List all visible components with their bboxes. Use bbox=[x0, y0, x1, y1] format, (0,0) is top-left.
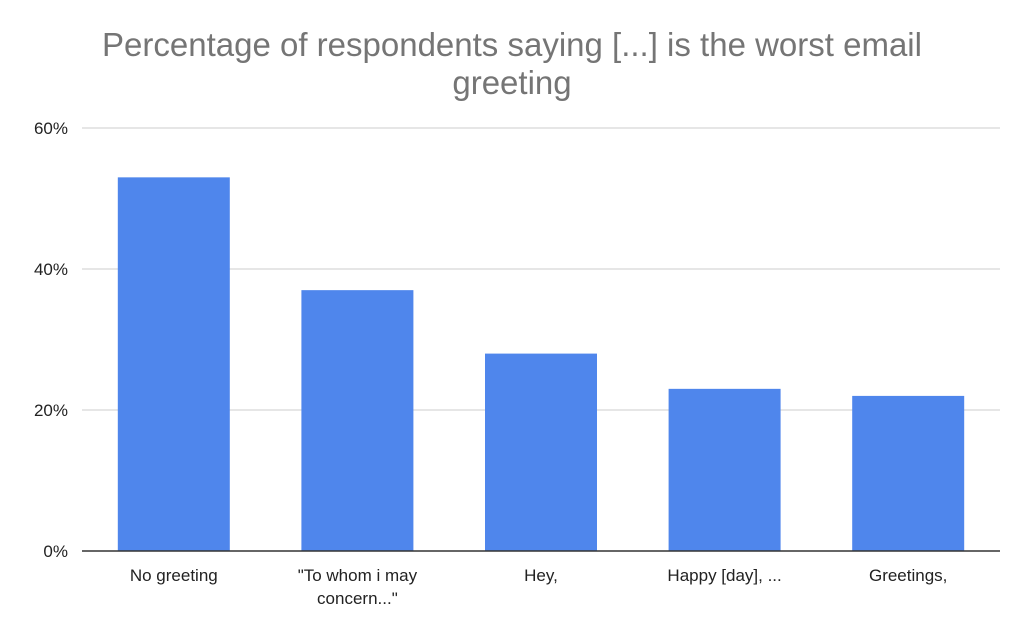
bar bbox=[485, 353, 597, 551]
x-category-label-line: concern..." bbox=[317, 589, 398, 608]
x-category-label: "To whom i may concern..." bbox=[298, 566, 418, 608]
chart-title-line-2: greeting bbox=[452, 64, 572, 101]
bar bbox=[852, 395, 965, 551]
y-tick-label: 60% bbox=[34, 119, 68, 138]
bar bbox=[117, 177, 230, 551]
chart-title: Percentage of respondents saying [...] i… bbox=[0, 26, 1024, 102]
x-category-label-line: Happy [day], ... bbox=[667, 566, 781, 585]
y-axis-tick-labels: 0% 20% 40% 60% bbox=[34, 119, 68, 561]
x-category-label: Hey, bbox=[524, 566, 558, 585]
x-category-label: Happy [day], ... bbox=[667, 566, 781, 585]
bar bbox=[668, 388, 781, 551]
x-category-label-line: No greeting bbox=[130, 566, 218, 585]
x-category-label-line: Hey, bbox=[524, 566, 558, 585]
y-tick-label: 0% bbox=[43, 542, 68, 561]
y-tick-label: 20% bbox=[34, 401, 68, 420]
bars bbox=[117, 177, 965, 551]
x-category-label-line: Greetings, bbox=[869, 566, 947, 585]
bar bbox=[301, 290, 414, 551]
x-axis-category-labels: No greeting "To whom i may concern..." Hey,… bbox=[130, 566, 948, 608]
chart-title-line-1: Percentage of respondents saying [...] i… bbox=[102, 26, 922, 63]
x-category-label-line: "To whom i may bbox=[298, 566, 418, 585]
y-tick-label: 40% bbox=[34, 260, 68, 279]
x-category-label: No greeting bbox=[130, 566, 218, 585]
x-category-label: Greetings, bbox=[869, 566, 947, 585]
